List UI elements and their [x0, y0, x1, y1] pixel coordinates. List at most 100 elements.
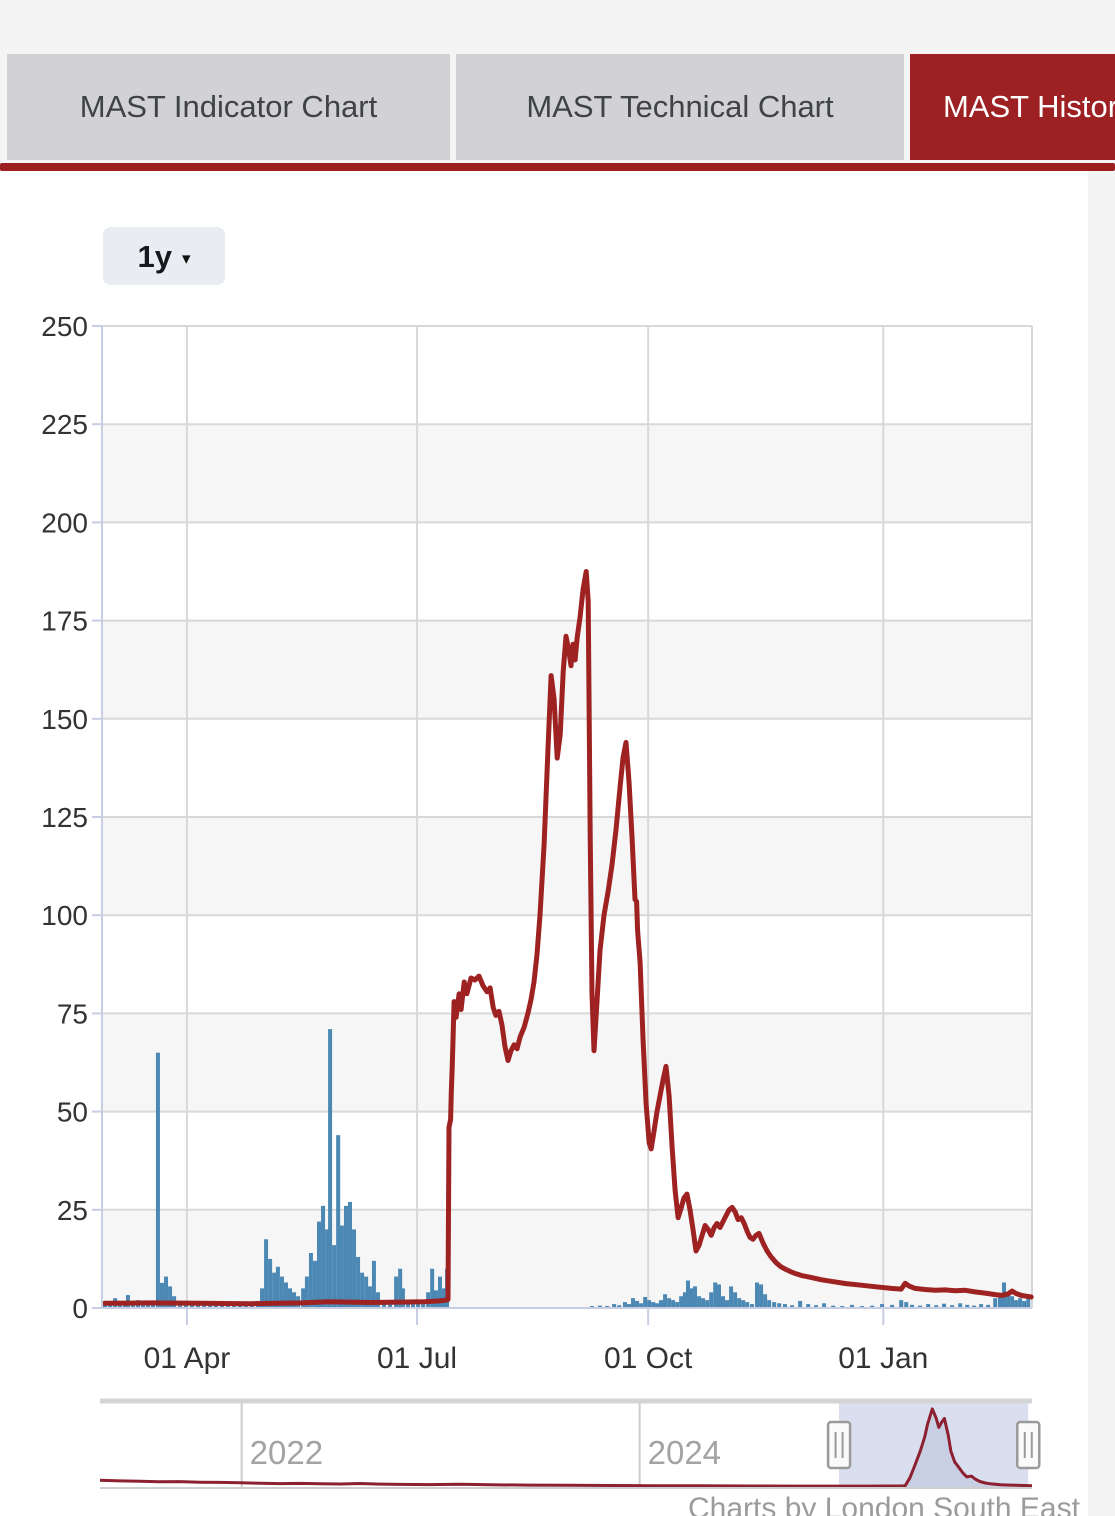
volume-bar: [693, 1286, 698, 1308]
volume-bar: [336, 1135, 341, 1308]
y-axis-label: 150: [41, 704, 88, 735]
volume-bar: [288, 1288, 293, 1308]
volume-bar: [705, 1300, 710, 1308]
volume-bar: [292, 1292, 297, 1308]
volume-bar: [1014, 1300, 1019, 1308]
volume-bar: [741, 1300, 746, 1308]
volume-bar: [617, 1305, 622, 1308]
volume-bar: [411, 1304, 416, 1308]
volume-bar: [659, 1300, 664, 1308]
volume-bar: [798, 1300, 803, 1308]
volume-bar: [783, 1304, 788, 1308]
plot-area[interactable]: [102, 326, 1032, 1308]
volume-bar: [308, 1253, 313, 1308]
volume-bar: [899, 1300, 904, 1308]
x-axis-label: 01 Apr: [144, 1342, 231, 1375]
volume-bar: [679, 1296, 684, 1308]
volume-bar: [870, 1305, 875, 1308]
x-axis-label: 01 Oct: [604, 1342, 693, 1375]
y-axis-label: 175: [41, 606, 88, 637]
volume-bar: [926, 1304, 931, 1308]
range-selector-button[interactable]: 1y ▾: [103, 227, 225, 285]
volume-bar: [880, 1304, 885, 1308]
volume-bar: [249, 1304, 254, 1308]
volume-bar: [918, 1305, 923, 1308]
volume-bar: [709, 1292, 714, 1308]
navigator-left-handle[interactable]: [826, 1420, 852, 1470]
navigator-series-line: [99, 1407, 1033, 1488]
volume-bar: [430, 1268, 435, 1308]
volume-bar: [979, 1304, 984, 1308]
y-axis-label: 250: [41, 311, 88, 342]
volume-bar: [777, 1303, 782, 1308]
y-band: [102, 817, 1032, 916]
volume-bar: [631, 1298, 636, 1308]
volume-bar: [806, 1304, 811, 1308]
volume-bar: [627, 1304, 631, 1308]
volume-bar: [360, 1272, 365, 1308]
volume-bar: [942, 1303, 947, 1308]
volume-bar: [1026, 1296, 1031, 1308]
volume-bar: [772, 1302, 777, 1308]
volume-bar: [356, 1256, 361, 1308]
volume-bar: [697, 1296, 702, 1308]
volume-bar: [208, 1304, 213, 1308]
volume-bar: [654, 1303, 659, 1308]
volume-bar: [745, 1302, 750, 1308]
volume-bar: [159, 1282, 164, 1308]
volume-bar: [721, 1296, 726, 1308]
y-axis-label: 50: [57, 1097, 88, 1128]
volume-bar: [958, 1303, 963, 1308]
volume-bar: [348, 1201, 352, 1308]
volume-bar: [421, 1304, 426, 1308]
volume-bar: [965, 1304, 970, 1308]
volume-bar: [364, 1276, 369, 1308]
y-axis-label: 125: [41, 802, 88, 833]
y-axis-label: 225: [41, 409, 88, 440]
volume-bar: [232, 1304, 237, 1308]
volume-bar: [343, 1205, 348, 1308]
volume-bar: [934, 1305, 939, 1308]
y-band: [102, 1013, 1032, 1112]
volume-bar: [272, 1272, 277, 1308]
volume-bar: [122, 1305, 127, 1308]
volume-bar: [663, 1294, 668, 1308]
active-tab-underline: [0, 163, 1115, 171]
volume-bar: [264, 1239, 269, 1308]
volume-bar: [755, 1282, 760, 1308]
volume-bar: [103, 1304, 108, 1308]
volume-bar: [275, 1266, 280, 1308]
volume-bar: [371, 1260, 376, 1308]
volume-bar: [304, 1276, 309, 1308]
volume-bar: [146, 1304, 151, 1308]
volume-bar: [332, 1245, 337, 1308]
volume-bar: [598, 1305, 603, 1308]
tab-mast-historical-chart[interactable]: MAST Historical Chart: [910, 54, 1115, 160]
volume-bar: [202, 1305, 207, 1308]
navigator-right-handle[interactable]: [1016, 1420, 1041, 1470]
volume-bar: [196, 1304, 201, 1308]
volume-bar: [713, 1282, 718, 1308]
tab-mast-indicator-chart[interactable]: MAST Indicator Chart: [7, 54, 450, 160]
volume-bar: [890, 1304, 895, 1308]
caret-down-icon: ▾: [181, 248, 191, 268]
volume-bar: [325, 1229, 330, 1308]
volume-bar: [141, 1304, 146, 1308]
volume-bar: [260, 1288, 265, 1308]
volume-bar: [339, 1225, 344, 1308]
volume-bar: [437, 1276, 442, 1308]
volume-bar: [283, 1282, 288, 1308]
volume-bar: [1022, 1300, 1027, 1308]
volume-bar: [388, 1302, 393, 1308]
volume-bar: [168, 1286, 173, 1308]
volume-bar: [612, 1304, 617, 1308]
chart-credits[interactable]: Charts by London South East: [688, 1492, 1080, 1516]
volume-bar: [117, 1304, 122, 1308]
volume-bar: [814, 1305, 819, 1308]
navigator-selected-range[interactable]: [839, 1403, 1029, 1487]
volume-bar: [950, 1305, 955, 1308]
tab-mast-technical-chart[interactable]: MAST Technical Chart: [456, 54, 904, 160]
volume-bar: [394, 1276, 399, 1308]
